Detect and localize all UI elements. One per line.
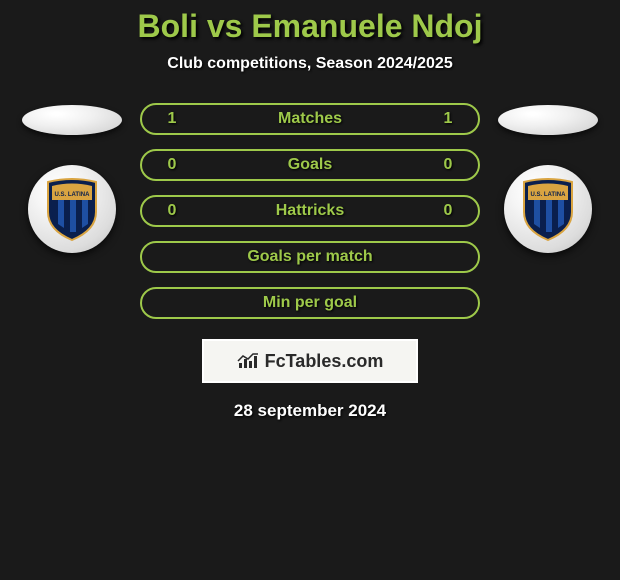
stat-label: Hattricks	[276, 202, 344, 220]
stat-label: Goals per match	[247, 248, 372, 266]
chart-icon	[237, 352, 259, 370]
stat-row-goals: 0 Goals 0	[140, 149, 480, 181]
stat-row-min-per-goal: Min per goal	[140, 287, 480, 319]
stat-label: Goals	[288, 156, 332, 174]
shield-icon: U.S. LATINA	[520, 176, 576, 242]
player-placeholder-right	[498, 105, 598, 135]
stat-row-hattricks: 0 Hattricks 0	[140, 195, 480, 227]
stat-row-goals-per-match: Goals per match	[140, 241, 480, 273]
page-title: Boli vs Emanuele Ndoj	[0, 8, 620, 45]
stat-value-right: 1	[436, 110, 460, 128]
compare-area: U.S. LATINA 1 Matches 1 0 Goals 0	[0, 103, 620, 319]
subtitle: Club competitions, Season 2024/2025	[0, 55, 620, 73]
left-player-col: U.S. LATINA	[22, 103, 122, 253]
stat-value-left: 0	[160, 156, 184, 174]
stat-label: Matches	[278, 110, 342, 128]
shield-icon: U.S. LATINA	[44, 176, 100, 242]
stat-value-right: 0	[436, 156, 460, 174]
svg-text:U.S. LATINA: U.S. LATINA	[55, 192, 91, 198]
stats-column: 1 Matches 1 0 Goals 0 0 Hattricks 0 Goal…	[140, 103, 480, 319]
right-player-col: U.S. LATINA	[498, 103, 598, 253]
watermark: FcTables.com	[202, 339, 418, 383]
watermark-text: FcTables.com	[265, 351, 384, 372]
stat-label: Min per goal	[263, 294, 357, 312]
comparison-card: Boli vs Emanuele Ndoj Club competitions,…	[0, 0, 620, 421]
stat-value-left: 1	[160, 110, 184, 128]
club-badge-left: U.S. LATINA	[28, 165, 116, 253]
stat-value-left: 0	[160, 202, 184, 220]
stat-value-right: 0	[436, 202, 460, 220]
date-line: 28 september 2024	[0, 401, 620, 421]
club-badge-right: U.S. LATINA	[504, 165, 592, 253]
stat-row-matches: 1 Matches 1	[140, 103, 480, 135]
player-placeholder-left	[22, 105, 122, 135]
svg-text:U.S. LATINA: U.S. LATINA	[531, 192, 567, 198]
